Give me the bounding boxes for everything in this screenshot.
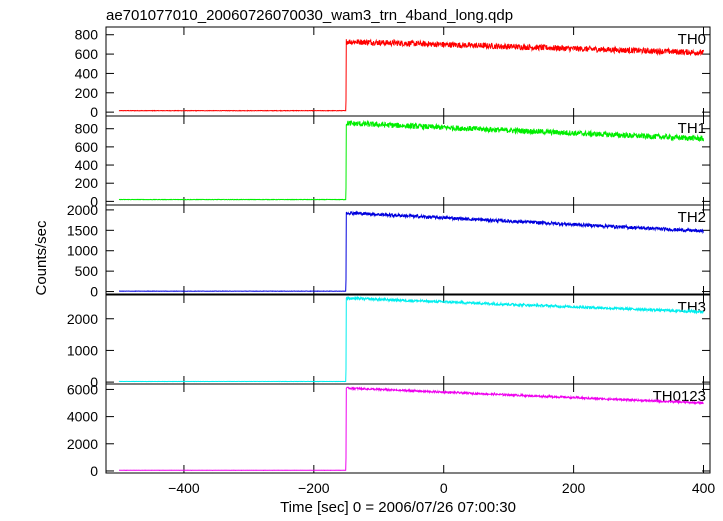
y-tick-label: 600 — [75, 46, 99, 62]
panel-label: TH0 — [678, 31, 706, 48]
y-tick-label: 200 — [75, 175, 99, 191]
y-tick-label: 2000 — [67, 311, 98, 327]
y-tick-label: 800 — [75, 121, 99, 137]
series-th3 — [118, 295, 704, 383]
y-tick-label: 6000 — [67, 381, 98, 397]
y-tick-label: 0 — [90, 463, 98, 479]
series-th0 — [118, 38, 704, 112]
y-axis-title: Counts/sec — [33, 220, 50, 296]
y-tick-label: 1000 — [67, 342, 98, 358]
panels: 0 200 400 600 800 TH0 0 200 400 600 800 TH1 0 500 1000… — [67, 26, 711, 479]
panel-label: TH3 — [678, 299, 706, 316]
y-tick-label: 4000 — [67, 409, 98, 425]
panel-label: TH2 — [678, 209, 706, 226]
y-tick-label: 500 — [75, 263, 99, 279]
y-tick-label: 1000 — [67, 243, 98, 259]
x-tick-label: 200 — [562, 480, 586, 496]
series-th0123 — [119, 386, 704, 471]
panel-th2: 0 500 1000 1500 2000 TH2 — [67, 202, 711, 300]
panel-th1: 0 200 400 600 800 TH1 — [75, 115, 711, 209]
panel-frame — [105, 26, 711, 117]
x-axis: −400 −200 0 200 400 — [168, 480, 715, 496]
x-tick-label: 400 — [692, 480, 716, 496]
panel-frame — [105, 204, 711, 295]
panel-frame — [105, 383, 711, 474]
panel-label: TH1 — [678, 120, 706, 137]
y-tick-label: 800 — [75, 27, 99, 43]
y-tick-label: 0 — [90, 193, 98, 209]
y-tick-label: 0 — [90, 104, 98, 120]
panel-frame — [105, 115, 711, 206]
y-tick-label: 400 — [75, 157, 99, 173]
series-th2 — [119, 210, 704, 292]
y-tick-label: 2000 — [67, 436, 98, 452]
y-tick-label: 200 — [75, 85, 99, 101]
x-tick-label: 0 — [440, 480, 448, 496]
y-tick-label: 400 — [75, 65, 99, 81]
y-tick-label: 600 — [75, 139, 99, 155]
x-tick-label: −200 — [298, 480, 330, 496]
y-tick-label: 0 — [90, 374, 98, 390]
y-tick-label: 1500 — [67, 222, 98, 238]
chart-title: ae701077010_20060726070030_wam3_trn_4ban… — [106, 7, 513, 24]
y-tick-label: 0 — [90, 284, 98, 300]
x-axis-title: Time [sec] 0 = 2006/07/26 07:00:30 — [280, 499, 516, 516]
panel-th0: 0 200 400 600 800 TH0 — [75, 26, 711, 120]
series-th1 — [118, 119, 704, 201]
x-tick-label: −400 — [168, 480, 200, 496]
y-tick-label: 2000 — [67, 202, 98, 218]
panel-th3: 0 1000 2000 TH3 — [67, 294, 711, 390]
